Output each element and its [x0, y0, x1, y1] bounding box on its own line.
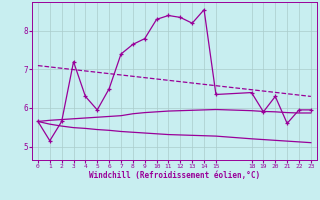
X-axis label: Windchill (Refroidissement éolien,°C): Windchill (Refroidissement éolien,°C)	[89, 171, 260, 180]
